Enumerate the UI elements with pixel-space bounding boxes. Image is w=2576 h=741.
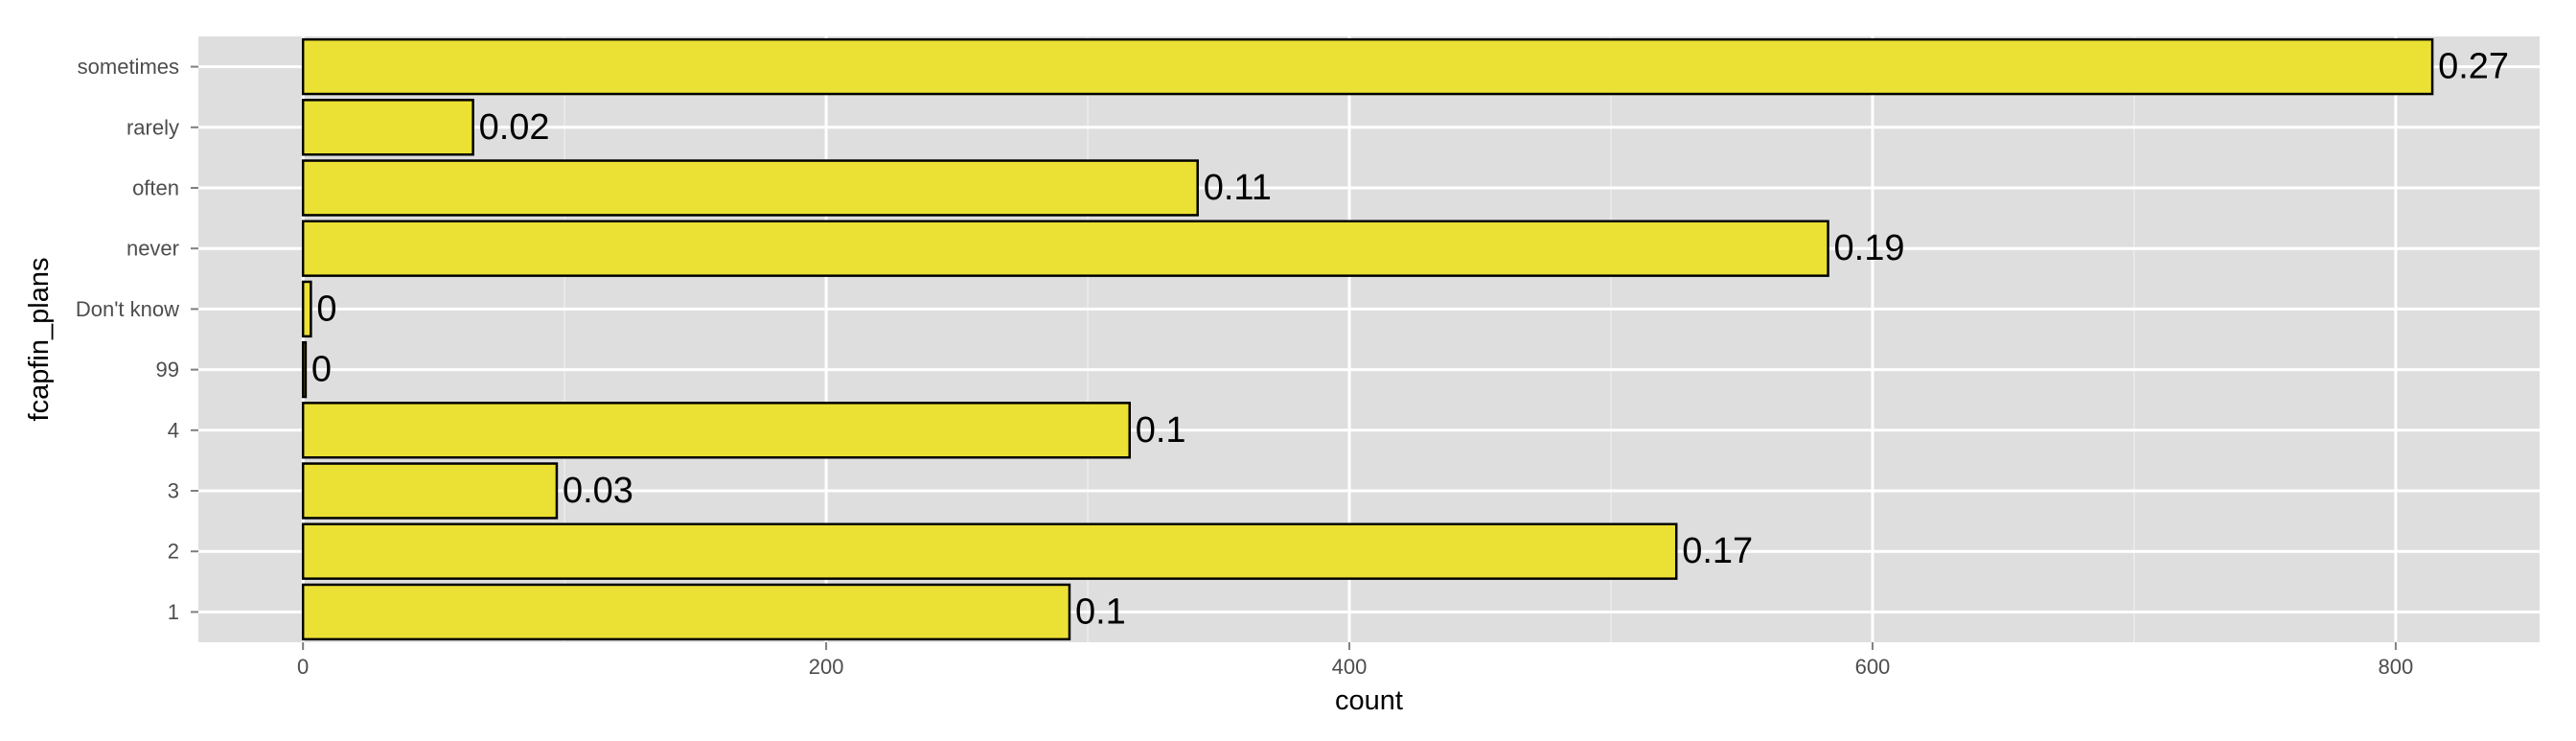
bar-99 <box>301 340 308 399</box>
data-label: 0.19 <box>1834 228 1905 268</box>
y-tick-label: rarely <box>126 115 179 139</box>
x-tick-label: 400 <box>1332 655 1368 679</box>
bar-rarely <box>301 99 474 156</box>
bar-4 <box>301 402 1131 459</box>
bar-don-t-know <box>301 280 312 338</box>
y-tick-label: never <box>126 237 179 261</box>
data-label: 0 <box>311 350 332 390</box>
data-label: 0.17 <box>1682 531 1753 571</box>
data-label: 0.11 <box>1204 168 1272 208</box>
bar-2 <box>301 522 1678 580</box>
y-tick-label: 4 <box>168 418 179 442</box>
x-axis: 0 200 400 600 800 <box>297 642 2413 679</box>
bar-sometimes <box>301 37 2434 96</box>
data-labels: 0.1 0.17 0.03 0.1 0 0 0.19 0.11 0.02 0.27 <box>311 47 2509 633</box>
data-label: 0.1 <box>1136 410 1186 451</box>
y-tick-label: 1 <box>168 600 179 624</box>
x-tick-label: 800 <box>2379 655 2414 679</box>
bar-never <box>301 220 1829 277</box>
y-axis: 1 2 3 4 99 Don't know never often rarely sometime… <box>76 55 198 624</box>
y-tick-label: 2 <box>168 540 179 564</box>
y-tick-label: 99 <box>156 358 179 382</box>
bars <box>301 37 2434 641</box>
x-axis-title: count <box>1335 685 1403 716</box>
y-tick-label: sometimes <box>78 55 179 79</box>
data-label: 0 <box>316 289 336 329</box>
y-tick-label: often <box>132 176 179 200</box>
y-tick-label: Don't know <box>76 297 179 321</box>
x-tick-label: 200 <box>809 655 844 679</box>
x-tick-label: 600 <box>1855 655 1891 679</box>
data-label: 0.27 <box>2438 47 2509 87</box>
data-label: 0.02 <box>479 107 550 148</box>
bar-1 <box>301 583 1071 641</box>
y-tick-label: 3 <box>168 479 179 503</box>
data-label: 0.03 <box>563 471 633 511</box>
bar-3 <box>301 462 559 520</box>
y-axis-title: fcapfin_plans <box>24 258 55 422</box>
bar-often <box>301 159 1199 217</box>
x-tick-label: 0 <box>297 655 309 679</box>
data-label: 0.1 <box>1075 591 1126 632</box>
